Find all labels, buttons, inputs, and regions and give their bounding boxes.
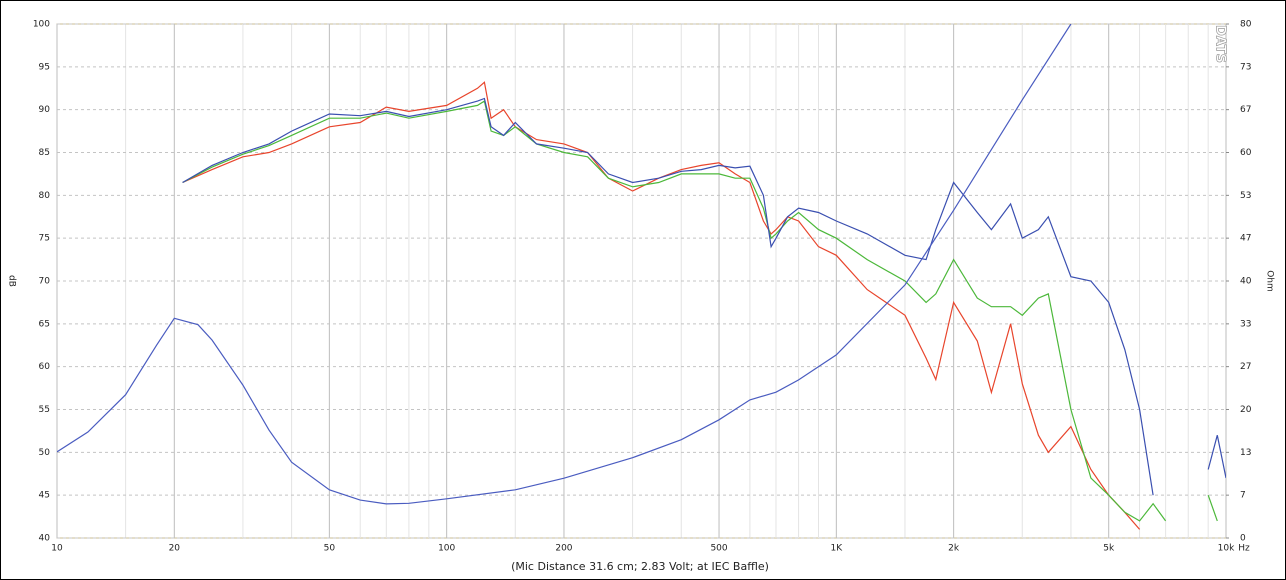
y-tick-label: 75 [39,234,50,244]
y-tick-label: 60 [39,362,51,372]
x-tick-label: 500 [710,544,727,554]
y2-tick-label: 27 [1240,362,1251,372]
y2-tick-label: 73 [1240,62,1251,72]
y2-tick-label: 7 [1240,491,1246,501]
line-series [1207,435,1226,479]
line-series [182,100,1167,522]
y2-tick-label: 47 [1240,234,1251,244]
y2-tick-label: 0 [1240,534,1246,544]
y2-tick-label: 13 [1240,448,1251,458]
x-tick-label: 50 [324,544,336,554]
x-tick-label: 2k [948,544,960,554]
y2-tick-label: 33 [1240,319,1251,329]
x-tick-label: 5k [1103,544,1115,554]
y-axis-label: dB [7,275,17,287]
line-series [182,97,1154,496]
x-tick-label: 100 [438,544,455,554]
y2-tick-label: 80 [1240,20,1252,30]
y-tick-label: 40 [39,534,51,544]
y-tick-label: 100 [33,20,50,30]
caption: (Mic Distance 31.6 cm; 2.83 Volt; at IEC… [511,560,769,573]
y2-axis-label: Ohm [1265,270,1275,292]
y2-tick-label: 67 [1240,105,1251,115]
y-tick-label: 55 [39,405,50,415]
y-tick-label: 85 [39,148,50,158]
x-tick-label: 20 [169,544,181,554]
y2-tick-label: 40 [1240,277,1252,287]
y2-tick-label: 20 [1240,405,1252,415]
y2-tick-label: 53 [1240,191,1251,201]
y2-tick-label: 60 [1240,148,1252,158]
watermark: DATS [1213,25,1228,63]
x-tick-label: 10k [1218,544,1235,554]
line-series [57,24,1072,505]
y-tick-label: 80 [39,191,51,201]
line-series [1207,494,1218,522]
x-tick-label: 200 [555,544,572,554]
y-tick-label: 95 [39,62,50,72]
y-tick-label: 45 [39,491,50,501]
y-tick-label: 65 [39,319,50,329]
x-unit: Hz [1238,544,1250,554]
y-tick-label: 90 [39,105,51,115]
y-tick-label: 70 [39,277,51,287]
line-series [182,81,1141,530]
y-tick-label: 50 [39,448,51,458]
x-tick-label: 10 [51,544,63,554]
x-tick-label: 1K [831,544,844,554]
